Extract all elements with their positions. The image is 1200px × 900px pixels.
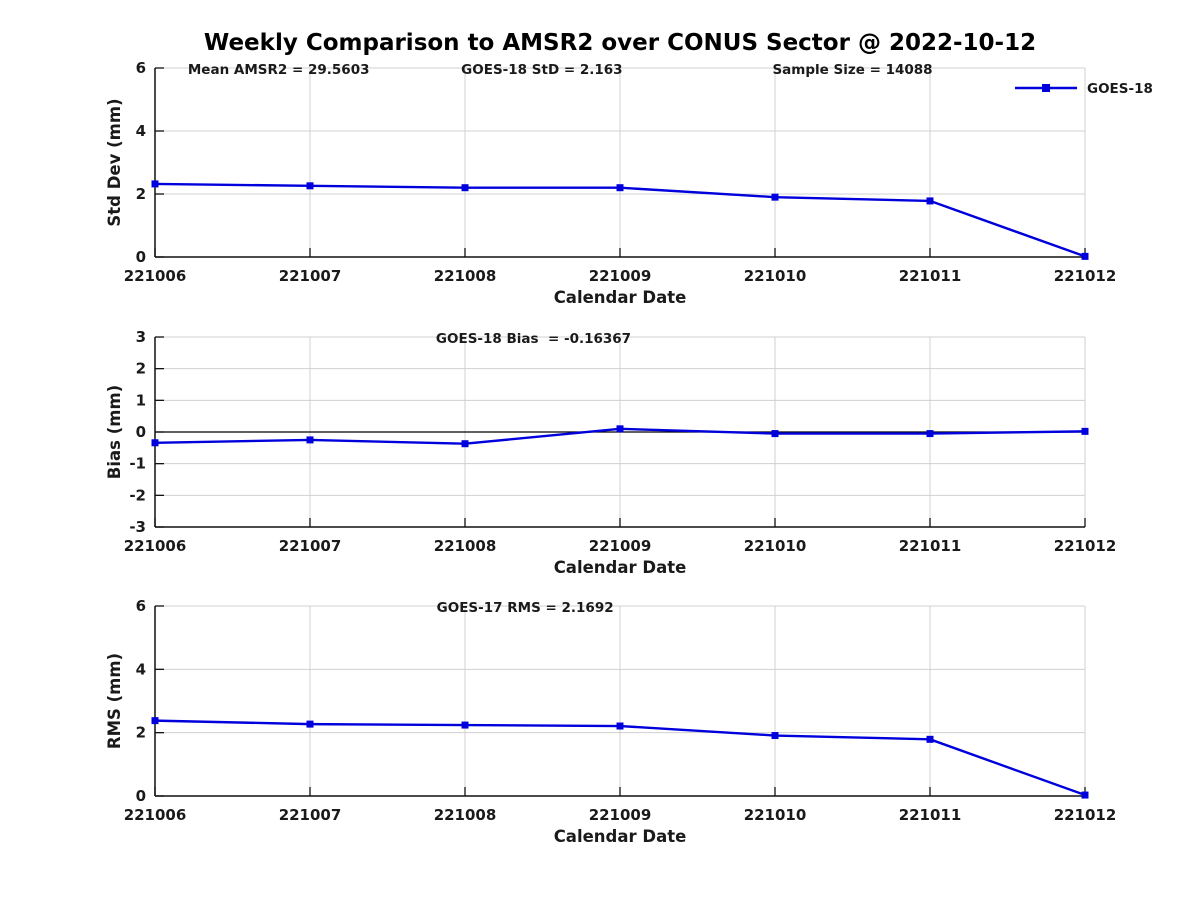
data-marker [926,197,934,205]
data-marker [461,184,469,192]
x-tick-label: 221008 [434,537,497,555]
x-tick-label: 221010 [744,537,807,555]
x-tick-label: 221008 [434,267,497,285]
data-marker [1081,252,1089,260]
x-tick-label: 221011 [899,806,962,824]
annotation: GOES-18 StD = 2.163 [461,62,622,78]
y-tick-label: 1 [136,391,146,409]
y-tick-label: -3 [129,518,146,536]
y-tick-label: 2 [136,360,146,378]
annotation: GOES-18 Bias = -0.16367 [436,331,631,347]
x-tick-label: 221011 [899,537,962,555]
y-axis-label: Std Dev (mm) [105,98,124,226]
x-tick-label: 221009 [589,267,652,285]
x-tick-label: 221006 [124,267,187,285]
y-tick-label: 6 [136,597,146,615]
y-axis-label: Bias (mm) [105,385,124,479]
data-marker [151,180,159,188]
data-marker [771,193,779,201]
subplot-bias-mm: 221006 221007 221008 221009 221010 221011 2210… [105,328,1116,577]
y-tick-label: 0 [136,787,146,805]
annotation: GOES-17 RMS = 2.1692 [437,600,614,616]
legend-label: GOES-18 [1087,81,1153,97]
y-tick-label: 4 [136,660,146,678]
data-marker [926,430,934,438]
x-tick-label: 221011 [899,267,962,285]
data-marker [771,732,779,740]
subplot-std-dev-mm: 221006 221007 221008 221009 221010 221011 2210… [105,59,1153,307]
annotation: Sample Size = 14088 [772,62,932,78]
y-tick-label: 4 [136,122,146,140]
data-marker [1081,427,1089,435]
data-marker [616,425,624,433]
data-marker [306,182,314,190]
data-marker [616,722,624,730]
figure-title: Weekly Comparison to AMSR2 over CONUS Se… [203,30,1037,56]
annotation: Mean AMSR2 = 29.5603 [188,62,370,78]
x-tick-label: 221007 [279,537,342,555]
x-tick-label: 221012 [1054,806,1117,824]
x-tick-label: 221006 [124,537,187,555]
data-marker [771,430,779,438]
y-tick-label: 6 [136,59,146,77]
x-tick-label: 221010 [744,806,807,824]
data-marker [151,439,159,447]
x-tick-label: 221009 [589,537,652,555]
x-tick-label: 221007 [279,267,342,285]
subplot-rms-mm: 221006 221007 221008 221009 221010 221011 2210… [105,597,1116,846]
y-tick-label: 0 [136,423,146,441]
data-marker [306,720,314,728]
y-axis-label: RMS (mm) [105,653,124,749]
y-tick-label: -1 [129,455,146,473]
data-marker [926,735,934,743]
data-marker [1081,791,1089,799]
data-marker [616,184,624,192]
y-tick-label: 3 [136,328,146,346]
x-axis-label: Calendar Date [554,827,687,846]
y-tick-label: 2 [136,724,146,742]
x-tick-label: 221012 [1054,267,1117,285]
x-axis-label: Calendar Date [554,288,687,307]
data-marker [461,440,469,448]
x-tick-label: 221006 [124,806,187,824]
data-marker [461,721,469,729]
data-marker [151,717,159,725]
x-tick-label: 221008 [434,806,497,824]
x-tick-label: 221010 [744,267,807,285]
x-tick-label: 221007 [279,806,342,824]
y-tick-label: -2 [129,486,146,504]
x-axis-label: Calendar Date [554,558,687,577]
y-tick-label: 0 [136,248,146,266]
x-tick-label: 221012 [1054,537,1117,555]
data-marker [306,436,314,444]
legend-marker [1042,84,1050,92]
x-tick-label: 221009 [589,806,652,824]
y-tick-label: 2 [136,185,146,203]
